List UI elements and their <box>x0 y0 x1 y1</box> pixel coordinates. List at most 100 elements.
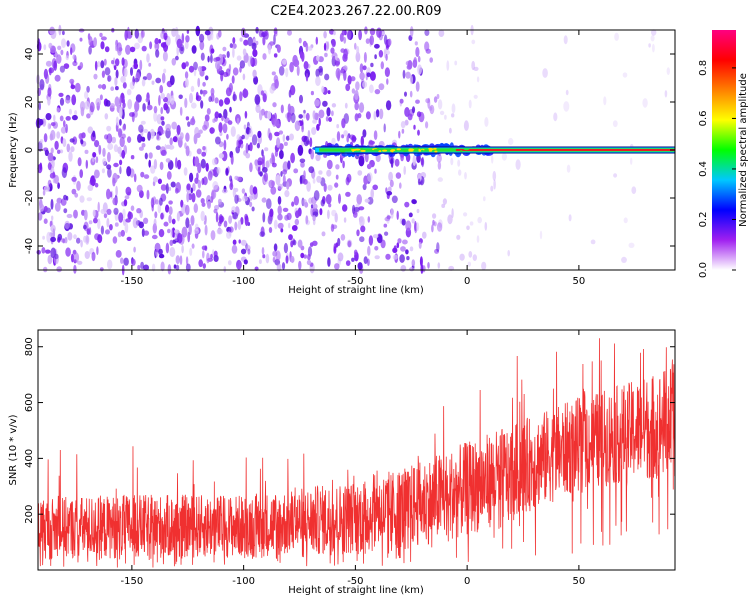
noise-blob <box>621 256 627 263</box>
noise-blob <box>563 35 568 45</box>
noise-blob <box>459 253 465 261</box>
noise-blob <box>143 128 148 133</box>
noise-blob <box>303 40 307 48</box>
noise-blob <box>70 47 73 55</box>
noise-blob <box>124 222 129 234</box>
noise-blob <box>210 253 213 259</box>
noise-blob <box>451 103 456 114</box>
noise-blob <box>374 168 377 174</box>
noise-blob <box>399 254 405 263</box>
noise-blob <box>143 217 149 224</box>
noise-blob <box>74 192 79 198</box>
noise-blob <box>315 76 321 87</box>
noise-blob <box>150 197 155 208</box>
noise-blob <box>119 96 122 107</box>
noise-blob <box>223 139 227 151</box>
noise-blob <box>43 44 47 51</box>
noise-blob <box>163 68 167 74</box>
noise-blob <box>409 267 415 272</box>
noise-blob <box>138 124 144 133</box>
noise-blob <box>70 253 75 263</box>
noise-blob <box>287 29 292 36</box>
noise-blob <box>276 137 281 148</box>
noise-blob <box>171 218 176 225</box>
noise-blob <box>210 48 215 54</box>
noise-blob <box>492 170 497 181</box>
noise-blob <box>331 137 336 146</box>
noise-blob <box>200 100 204 109</box>
carrier-hotspot <box>360 149 366 152</box>
noise-blob <box>222 46 227 52</box>
noise-blob <box>259 171 263 177</box>
noise-blob <box>406 64 412 70</box>
noise-blob <box>306 181 311 192</box>
noise-blob <box>73 264 77 274</box>
noise-blob <box>437 161 442 170</box>
noise-blob <box>211 158 217 166</box>
noise-blob <box>327 184 333 191</box>
noise-blob <box>104 67 111 76</box>
noise-blob <box>77 260 83 265</box>
noise-blob <box>400 121 406 129</box>
noise-blob <box>76 180 81 191</box>
noise-blob <box>158 248 163 256</box>
snr-x-tick-label: -150 <box>121 576 144 587</box>
noise-blob <box>339 32 344 42</box>
noise-blob <box>508 137 514 146</box>
noise-blob <box>354 102 360 111</box>
noise-blob <box>158 229 165 238</box>
noise-blob <box>280 228 284 233</box>
noise-blob <box>94 169 100 179</box>
noise-blob <box>129 112 135 117</box>
noise-blob <box>387 38 392 46</box>
noise-blob <box>105 100 111 107</box>
noise-blob <box>223 108 228 119</box>
noise-blob <box>307 46 313 51</box>
noise-blob <box>286 181 290 190</box>
noise-blob <box>148 159 151 168</box>
noise-blob <box>270 186 277 195</box>
noise-blob <box>232 94 237 102</box>
carrier-hotspot <box>360 147 364 150</box>
noise-blob <box>236 259 242 270</box>
noise-blob <box>139 59 143 71</box>
noise-blob <box>203 220 207 225</box>
noise-blob <box>109 224 113 231</box>
noise-blob <box>302 199 307 206</box>
noise-blob <box>303 135 310 147</box>
noise-blob <box>342 160 345 169</box>
noise-blob <box>161 72 166 84</box>
noise-blob <box>313 190 320 201</box>
noise-blob <box>107 259 113 270</box>
noise-blob <box>289 85 296 96</box>
noise-blob <box>151 234 158 240</box>
noise-blob <box>120 257 124 264</box>
noise-blob <box>184 97 188 109</box>
noise-blob <box>167 160 174 170</box>
noise-blob <box>160 42 167 48</box>
noise-blob <box>258 30 264 38</box>
noise-blob <box>130 67 133 76</box>
noise-blob <box>45 249 51 254</box>
noise-blob <box>378 83 385 91</box>
noise-blob <box>275 174 281 186</box>
noise-blob <box>67 232 73 241</box>
noise-blob <box>151 80 155 85</box>
noise-blob <box>84 91 89 100</box>
noise-blob <box>85 234 90 245</box>
noise-blob <box>127 211 132 220</box>
noise-blob <box>93 73 98 80</box>
noise-blob <box>331 209 337 217</box>
noise-blob <box>141 228 145 238</box>
noise-blob <box>146 53 150 63</box>
noise-blob <box>242 73 246 81</box>
noise-blob <box>48 67 55 74</box>
noise-blob <box>299 175 303 185</box>
noise-blob <box>303 170 306 180</box>
noise-blob <box>292 239 297 246</box>
noise-blob <box>299 158 306 163</box>
noise-blob <box>70 84 76 90</box>
noise-blob <box>255 104 261 113</box>
noise-blob <box>169 75 175 86</box>
noise-blob <box>111 136 117 144</box>
